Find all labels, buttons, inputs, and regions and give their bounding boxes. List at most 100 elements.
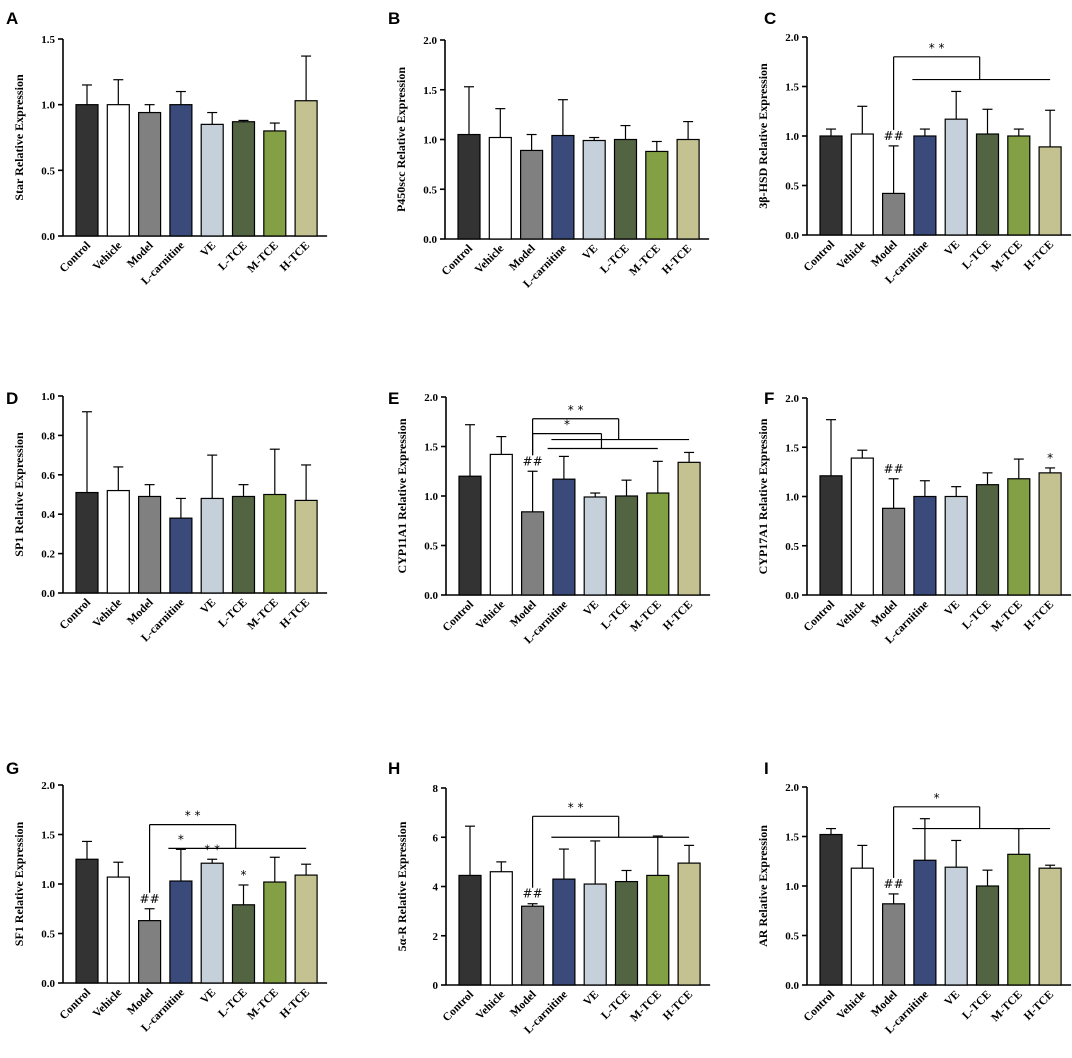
bar-h-tce xyxy=(677,461,701,596)
bar-ve xyxy=(583,496,607,596)
x-tick-label: Vehicle xyxy=(474,599,507,632)
y-tick-label: 0.5 xyxy=(785,181,799,193)
x-tick-label: Vehicle xyxy=(473,243,506,276)
chart-panel-d: D SP1 Relative Expression 0.0 0.2 0.4 0.6 0.8 1… xyxy=(6,389,328,644)
significance-mark: ## xyxy=(523,454,543,468)
bar-h-tce xyxy=(294,499,318,594)
y-tick-label: 2.0 xyxy=(785,393,799,405)
bracket-label: * * xyxy=(929,41,945,55)
y-tick-label: 8 xyxy=(433,783,439,795)
bar-m-tce xyxy=(1007,478,1031,596)
y-tick-label: 1.5 xyxy=(41,830,55,842)
bar-vehicle xyxy=(850,457,874,596)
x-tick-label: L-TCE xyxy=(216,239,250,273)
bracket-label: * * xyxy=(568,800,584,814)
y-tick-label: 0.0 xyxy=(41,588,55,600)
significance-mark: ## xyxy=(884,129,904,143)
bar-l-carnitine xyxy=(551,134,575,240)
x-tick-label: VE xyxy=(943,598,963,618)
y-axis-label: Star Relative Expression xyxy=(12,74,26,201)
y-tick-label: 0.0 xyxy=(785,980,799,992)
y-tick-label: 0.4 xyxy=(41,509,55,521)
bar-control xyxy=(458,874,482,986)
x-tick-label: VE xyxy=(199,986,219,1006)
bar-ve xyxy=(200,862,224,984)
bar-vehicle xyxy=(106,104,130,237)
x-tick-label: M-TCE xyxy=(989,988,1025,1024)
bar-l-tce xyxy=(614,880,639,986)
bar-l-tce xyxy=(231,904,256,984)
y-axis-label: SF1 Relative Expression xyxy=(12,821,26,946)
bracket-label: * * xyxy=(568,403,584,417)
x-tick-label: Vehicle xyxy=(474,989,507,1022)
x-tick-label: H-TCE xyxy=(278,986,312,1020)
panel-letter: D xyxy=(6,389,18,408)
significance-mark: ## xyxy=(884,877,904,891)
bar-vehicle xyxy=(850,133,874,236)
chart-panel-h: H 5α-R Relative Expression 0 2 4 6 8 ControlVeh… xyxy=(388,759,711,1036)
y-tick-label: 0.5 xyxy=(785,541,799,553)
y-axis-label: 5α-R Relative Expression xyxy=(395,821,409,951)
y-tick-label: 2.0 xyxy=(424,392,438,404)
bar-control xyxy=(819,475,843,596)
y-tick-label: 0.5 xyxy=(785,931,799,943)
y-tick-label: 0.5 xyxy=(423,184,437,196)
x-tick-label: H-TCE xyxy=(661,988,695,1022)
chart-panel-a: A Star Relative Expression 0.0 0.5 1.0 1.5 Con… xyxy=(6,9,328,287)
significance-mark: ## xyxy=(884,462,904,476)
bar-model xyxy=(520,905,545,986)
panel-letter: C xyxy=(764,9,776,28)
y-tick-label: 1.5 xyxy=(423,85,437,97)
y-tick-label: 0.6 xyxy=(41,470,55,482)
bar-l-tce xyxy=(975,484,1000,596)
chart-panel-e: E CYP11A1 Relative Expression 0.0 0.5 1.0 1.5… xyxy=(388,389,711,646)
chart-panel-c: C 3β-HSD Relative Expression 0.0 0.5 1.0 1.5 2… xyxy=(756,9,1072,286)
bar-ve xyxy=(944,495,968,596)
bar-m-tce xyxy=(1007,135,1031,236)
bar-control xyxy=(75,858,99,984)
x-tick-label: Vehicle xyxy=(835,989,868,1022)
bar-control xyxy=(75,104,99,237)
panel-letter: E xyxy=(388,389,399,408)
bar-l-carnitine xyxy=(169,517,193,594)
bar-model xyxy=(138,111,162,237)
significance-mark: * xyxy=(241,868,247,882)
x-tick-label: Control xyxy=(802,239,837,274)
y-tick-label: 4 xyxy=(433,882,439,894)
x-tick-label: L-TCE xyxy=(960,988,994,1022)
bar-model xyxy=(881,507,906,596)
x-tick-label: VE xyxy=(581,242,601,262)
y-tick-label: 0.2 xyxy=(41,549,55,561)
y-tick-label: 0.0 xyxy=(785,590,799,602)
panel-letter: G xyxy=(6,759,19,778)
panel-letter: F xyxy=(764,389,774,408)
y-axis-label: P450scc Relative Expression xyxy=(394,67,408,212)
y-tick-label: 1.5 xyxy=(785,82,799,94)
significance-mark: * xyxy=(178,832,184,846)
y-tick-label: 0 xyxy=(433,980,439,992)
bracket-label: * * xyxy=(185,809,201,823)
chart-panel-i: I AR Relative Expression 0.0 0.5 1.0 1.5 2.0 Co… xyxy=(756,759,1072,1036)
x-tick-label: Vehicle xyxy=(835,239,868,272)
panel-letter: H xyxy=(388,759,400,778)
bar-h-tce xyxy=(294,874,318,984)
y-tick-label: 1.0 xyxy=(785,492,799,504)
x-tick-label: M-TCE xyxy=(628,598,664,634)
y-tick-label: 0.5 xyxy=(424,541,438,553)
bar-l-carnitine xyxy=(913,859,937,986)
y-tick-label: 1.0 xyxy=(41,100,55,112)
bar-m-tce xyxy=(263,130,287,237)
y-tick-label: 2.0 xyxy=(785,32,799,44)
bar-ve xyxy=(944,866,968,986)
panel-letter: I xyxy=(764,759,769,778)
bar-control xyxy=(819,135,843,236)
chart-panel-b: B P450scc Relative Expression 0.0 0.5 1.0 1.5… xyxy=(388,9,710,290)
bar-model xyxy=(519,149,544,240)
y-tick-label: 1.5 xyxy=(785,832,799,844)
y-tick-label: 0.0 xyxy=(41,231,55,243)
bracket-label: * xyxy=(934,791,940,805)
bar-h-tce xyxy=(1038,146,1062,236)
bar-l-carnitine xyxy=(552,878,576,986)
bar-model xyxy=(520,511,545,596)
